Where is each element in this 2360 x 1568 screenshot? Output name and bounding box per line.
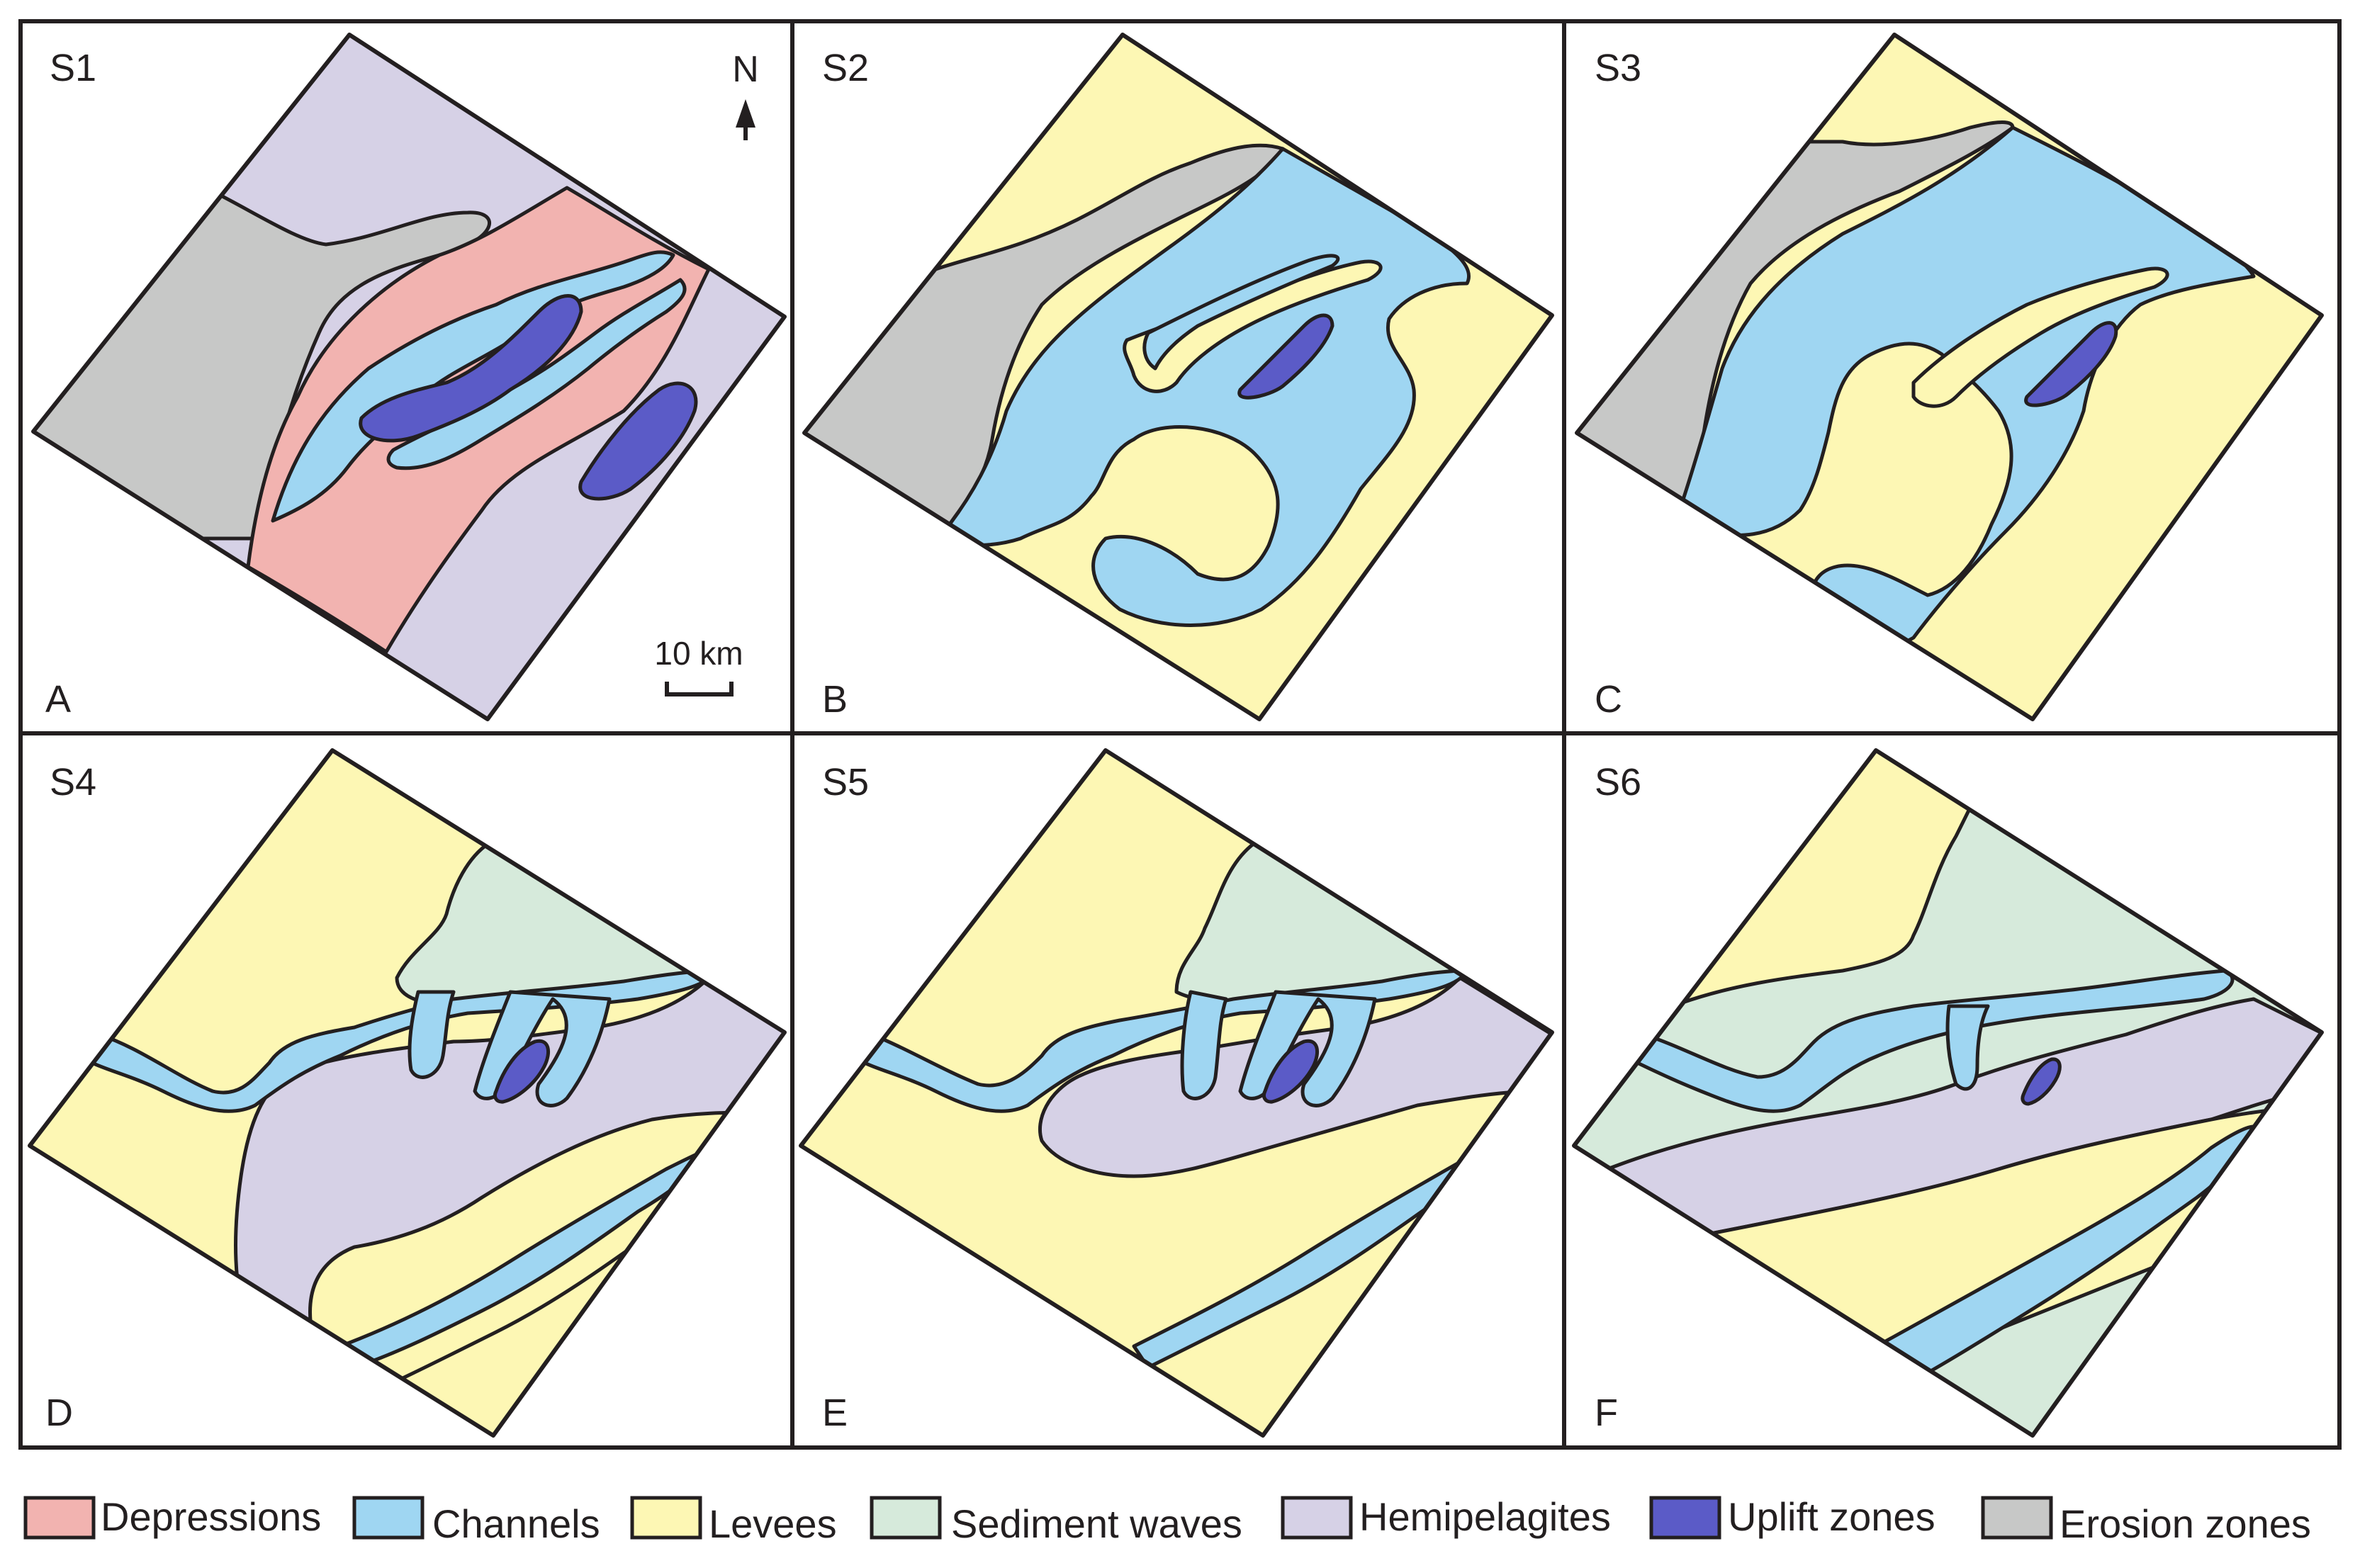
panel-letter: E [822, 1392, 848, 1434]
channel [1945, 1004, 1990, 1091]
panel-stage-label: S6 [1595, 761, 1641, 803]
levee [1911, 266, 2169, 408]
panel-stage-label: S5 [822, 761, 869, 803]
legend-swatch-sediment-waves [870, 1496, 942, 1540]
panel-letter: C [1595, 678, 1622, 721]
map-outline [802, 33, 1554, 721]
map-s4 [28, 748, 787, 1438]
uplift-zone [1262, 1039, 1320, 1104]
legend-swatch-levees [630, 1496, 702, 1540]
uplift-zone [578, 381, 698, 501]
map-outline [799, 748, 1554, 1438]
legend-label-uplift-zones: Uplift zones [1728, 1494, 1935, 1539]
uplift-zone [2024, 321, 2118, 407]
legend-label-levees: Levees [709, 1501, 837, 1546]
channel [1621, 969, 2235, 1113]
uplift-zone [2021, 1057, 2062, 1106]
legend-label-erosion-zones: Erosion zones [2060, 1501, 2311, 1546]
erosion-zone [804, 143, 1285, 526]
legend-swatch-depressions [23, 1496, 96, 1540]
channel [1180, 990, 1228, 1100]
legend-swatch-hemipelagites [1281, 1496, 1353, 1540]
panel-letter: D [45, 1392, 73, 1434]
legend-swatch-uplift-zones [1649, 1496, 1721, 1540]
uplift-zone [1237, 313, 1334, 400]
panel-stage-label: S1 [50, 47, 96, 89]
uplift-zone [359, 294, 583, 443]
panel-letter: F [1595, 1392, 1618, 1434]
scale-bar-icon [665, 682, 734, 696]
scale-bar-label: 10 km [654, 635, 743, 672]
map-outline [31, 33, 787, 721]
panel-letter: A [45, 678, 71, 721]
legend-swatch-erosion-zones [1981, 1496, 2053, 1540]
legend-label-depressions: Depressions [101, 1494, 321, 1539]
legend-label-channels: Channels [432, 1501, 600, 1546]
channel [1678, 125, 2256, 652]
legend-label-sediment-waves: Sediment waves [951, 1501, 1242, 1546]
north-arrow-icon [736, 99, 755, 128]
channel [408, 990, 456, 1079]
map-outline [1572, 748, 2324, 1438]
legend: Depressions Channels Levees Sediment wav… [23, 1494, 2311, 1546]
uplift-zone [493, 1039, 551, 1104]
panel-stage-label: S4 [50, 761, 96, 803]
legend-label-hemipelagites: Hemipelagites [1359, 1494, 1611, 1539]
panel-letter: B [822, 678, 848, 721]
north-arrow: N [732, 49, 759, 140]
scale-bar: 10 km [654, 635, 743, 696]
channel [1142, 254, 1340, 371]
panel-stage-label: S3 [1595, 47, 1641, 89]
north-arrow-label: N [732, 49, 759, 90]
panel-stage-label: S2 [822, 47, 869, 89]
map-outline [1575, 33, 2324, 721]
map-outline [28, 748, 787, 1438]
legend-swatch-channels [352, 1496, 425, 1540]
